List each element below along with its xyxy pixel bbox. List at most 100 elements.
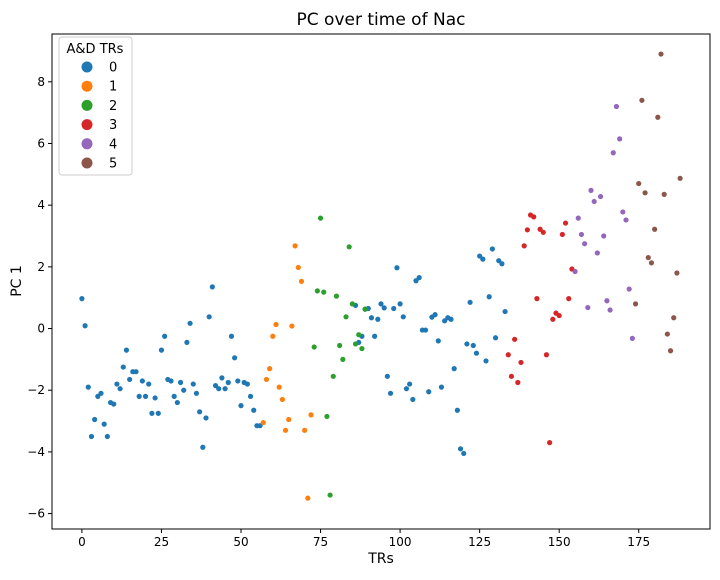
y-tick-label: 6 — [37, 136, 45, 150]
data-point — [244, 381, 250, 387]
x-tick-label: 25 — [154, 535, 169, 549]
data-point — [407, 381, 413, 387]
data-point — [139, 378, 145, 384]
legend-label-3: 3 — [109, 118, 117, 133]
data-point — [667, 348, 674, 354]
data-point — [206, 314, 212, 320]
series-5 — [632, 51, 683, 354]
data-point — [531, 214, 537, 220]
y-tick-label: −4 — [27, 445, 45, 459]
data-point — [337, 342, 343, 349]
data-point — [572, 268, 578, 275]
data-point — [247, 393, 254, 399]
data-point — [658, 51, 664, 57]
data-point — [276, 384, 282, 390]
y-tick-label: 2 — [37, 260, 45, 274]
x-tick-label: 0 — [78, 535, 86, 549]
data-point — [263, 376, 270, 383]
data-point — [171, 393, 177, 399]
data-point — [604, 298, 610, 304]
data-point — [282, 427, 289, 433]
y-tick-label: 4 — [37, 198, 45, 212]
data-point — [152, 395, 158, 401]
data-point — [562, 220, 569, 226]
data-point — [375, 316, 381, 322]
data-point — [467, 299, 473, 305]
data-point — [228, 333, 235, 339]
data-point — [636, 180, 642, 187]
data-point — [155, 410, 161, 416]
data-point — [235, 378, 241, 384]
x-tick-label: 125 — [468, 535, 491, 549]
data-point — [461, 450, 467, 457]
legend: A&D TRs 0 1 2 3 4 5 — [58, 36, 133, 176]
data-point — [359, 345, 365, 352]
data-point — [575, 215, 581, 221]
data-point — [521, 243, 527, 249]
data-point — [111, 401, 117, 407]
data-point — [251, 407, 257, 413]
data-point — [158, 347, 165, 353]
data-point — [550, 316, 556, 322]
data-point — [209, 284, 215, 290]
data-point — [661, 191, 667, 197]
data-point — [486, 294, 492, 300]
data-point — [655, 114, 661, 120]
data-point — [321, 289, 327, 295]
legend-marker-3 — [81, 119, 93, 131]
data-point — [298, 278, 305, 284]
data-point — [457, 446, 464, 452]
data-point — [674, 270, 680, 276]
data-point — [324, 413, 330, 420]
data-point — [149, 410, 155, 416]
data-point — [372, 333, 378, 339]
data-point — [671, 315, 677, 321]
data-point — [174, 399, 180, 406]
data-point — [368, 315, 375, 321]
x-axis-label: TRs — [367, 551, 394, 567]
data-point — [286, 416, 292, 423]
data-point — [203, 415, 209, 421]
plot-area — [52, 34, 710, 529]
data-point — [267, 366, 273, 372]
data-point — [629, 335, 635, 342]
data-point — [556, 312, 562, 319]
data-point — [349, 301, 355, 307]
data-point — [79, 296, 85, 302]
data-point — [515, 379, 521, 386]
data-point — [146, 381, 152, 387]
data-point — [394, 265, 400, 271]
data-point — [432, 312, 438, 318]
data-point — [559, 231, 565, 238]
data-point — [588, 187, 594, 193]
data-point — [343, 314, 349, 320]
data-point — [200, 444, 206, 450]
data-point — [601, 233, 607, 239]
y-tick-label: 0 — [37, 322, 45, 336]
data-point — [177, 379, 184, 386]
chart-title: PC over time of Nac — [297, 10, 466, 30]
data-point — [620, 209, 626, 215]
data-point — [403, 386, 410, 392]
legend-label-0: 0 — [109, 61, 117, 76]
data-point — [464, 341, 470, 347]
data-point — [308, 412, 314, 418]
y-tick-label: −6 — [27, 507, 45, 521]
data-point — [333, 293, 340, 299]
data-point — [104, 433, 110, 440]
data-point — [88, 433, 95, 440]
data-point — [483, 358, 489, 364]
data-point — [127, 376, 133, 383]
data-point — [391, 305, 397, 312]
data-point — [197, 409, 203, 415]
data-point — [92, 416, 98, 423]
x-tick-label: 100 — [389, 535, 412, 549]
data-point — [133, 369, 139, 375]
data-point — [260, 419, 266, 426]
data-point — [292, 243, 298, 249]
data-point — [422, 327, 429, 333]
data-point — [505, 352, 511, 358]
data-point — [585, 304, 591, 311]
series-4 — [572, 103, 635, 342]
data-point — [470, 342, 476, 349]
